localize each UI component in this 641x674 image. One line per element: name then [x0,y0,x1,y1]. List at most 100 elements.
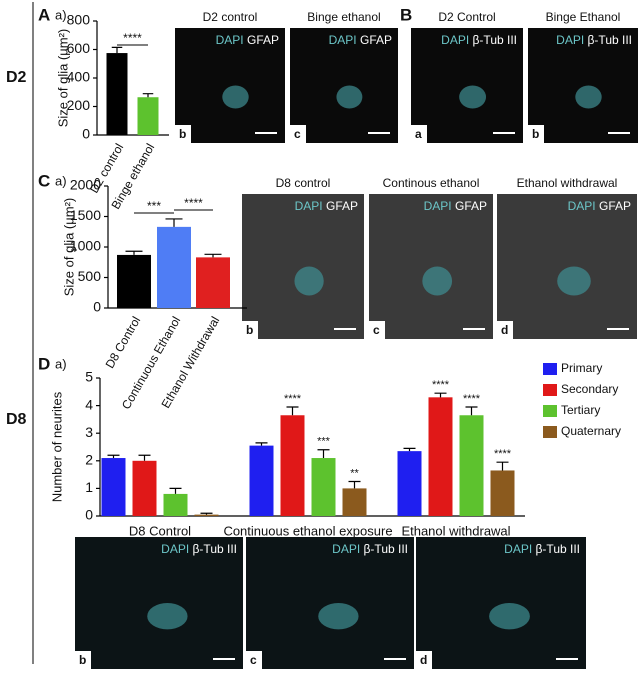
significance-label: **** [123,31,142,45]
nucleus [557,266,591,296]
panel-label: A [38,5,50,24]
error-bar [169,487,182,494]
bar [249,445,274,516]
nucleus [294,266,324,296]
y-tick-label: 0 [85,507,93,523]
letter-box [175,125,191,143]
bar [311,458,336,516]
error-bar [465,406,478,416]
error-bar [317,449,330,459]
micrograph [75,537,243,669]
letter-box [246,651,262,669]
y-tick-label: 400 [67,69,91,85]
y-tick-label: 600 [67,40,91,56]
error-bar [403,447,416,452]
image-title: Binge Ethanol [546,10,621,24]
image-title: D8 control [276,176,331,190]
panel-label: a) [55,173,67,188]
error-bar [111,46,123,54]
legend-swatch [543,405,557,417]
stain-marker: GFAP [455,199,487,213]
image-title: D2 Control [438,10,495,24]
y-axis-label: Number of neurites [49,391,64,502]
image-letter: b [79,653,86,667]
letter-box [369,321,385,339]
error-bar [125,250,143,255]
legend-swatch [543,363,557,375]
legend-swatch [543,426,557,438]
stain-dapi: DAPI [332,542,360,556]
stain-label: DAPI β-Tub III [556,33,632,47]
significance-label: **** [284,393,302,405]
image-letter: d [420,653,427,667]
y-tick-label: 800 [67,12,91,28]
bar [163,493,188,516]
bar [459,415,484,516]
significance-label: **** [494,448,512,460]
legend-swatch [543,384,557,396]
stain-label: DAPI GFAP [424,199,487,213]
micrograph [242,194,364,339]
bar [137,97,159,135]
significance-label: **** [463,393,481,405]
image-title: Ethanol withdrawal [517,176,618,190]
y-tick-label: 1500 [70,207,101,223]
stain-dapi: DAPI [504,542,532,556]
panel-label: D8 [6,411,27,428]
stain-marker: β-Tub III [473,33,517,47]
image-letter: b [532,127,539,141]
panel-label: D2 [6,69,27,86]
bar [196,257,230,308]
stain-dapi: DAPI [424,199,452,213]
y-tick-label: 1000 [70,238,101,254]
nucleus [489,603,530,630]
panel-label: B [400,5,412,24]
error-bar [348,480,361,489]
image-letter: b [246,323,253,337]
image-letter: b [179,127,186,141]
nucleus [336,85,363,109]
x-tick-label: Ethanol withdrawal [401,523,510,538]
bar [280,415,305,516]
image-title: D2 control [203,10,258,24]
stain-label: DAPI β-Tub III [161,542,237,556]
panel-label: C [38,171,50,190]
error-bar [204,253,222,258]
stain-label: DAPI β-Tub III [332,542,408,556]
nucleus [575,85,602,109]
image-letter: a [415,127,422,141]
y-tick-label: 0 [93,299,101,315]
micrograph [369,194,493,339]
y-tick-label: 200 [67,97,91,113]
micrograph [290,28,398,143]
bar [397,451,422,516]
error-bar [142,93,154,98]
letter-box [528,125,544,143]
panel-label: a) [55,7,67,22]
stain-dapi: DAPI [568,199,596,213]
bar [490,470,515,516]
error-bar [496,461,509,471]
panel-label: D [38,354,50,373]
error-bar [165,218,183,227]
letter-box [411,125,427,143]
image-title: Binge ethanol [307,10,380,24]
y-tick-label: 2000 [70,177,101,193]
error-bar [255,442,268,446]
y-tick-label: 5 [85,369,93,385]
stain-marker: β-Tub III [193,542,237,556]
micrograph [497,194,637,339]
error-bar [200,512,213,515]
stain-marker: GFAP [360,33,392,47]
stain-label: DAPI GFAP [295,199,358,213]
legend-label: Quaternary [561,424,621,438]
stain-label: DAPI β-Tub III [504,542,580,556]
significance-label: *** [147,199,161,213]
stain-marker: GFAP [247,33,279,47]
error-bar [286,406,299,416]
bar [132,460,157,516]
y-axis-label: Size of glia (µm²) [61,198,76,297]
y-tick-label: 500 [78,268,102,284]
letter-box [416,651,432,669]
